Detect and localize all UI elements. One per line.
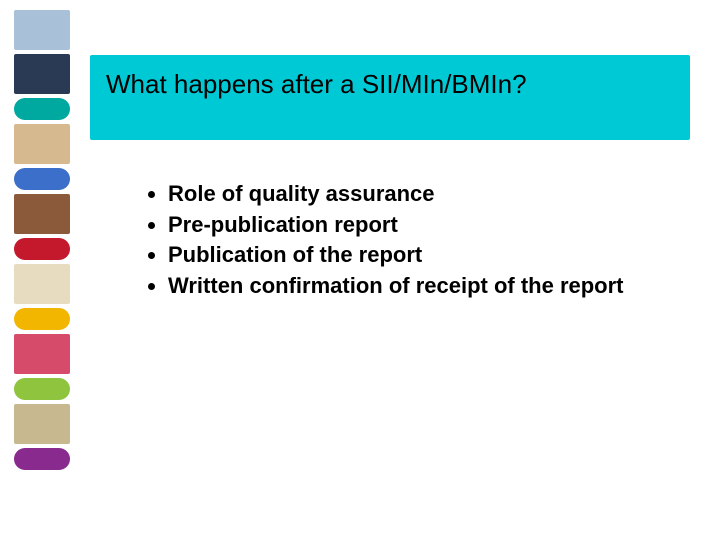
bullet-item: Role of quality assurance <box>168 180 690 209</box>
title-bar: What happens after a SII/MIn/BMIn? <box>90 55 690 140</box>
sidebar-thumb <box>14 54 70 94</box>
content-area: What happens after a SII/MIn/BMIn? Role … <box>90 55 690 302</box>
bullet-item: Pre-publication report <box>168 211 690 240</box>
sidebar-thumb <box>14 194 70 234</box>
sidebar-thumb <box>14 334 70 374</box>
sidebar-chip <box>14 378 70 400</box>
slide: What happens after a SII/MIn/BMIn? Role … <box>0 0 720 540</box>
sidebar-chip <box>14 238 70 260</box>
sidebar-chip <box>14 98 70 120</box>
bullet-item: Written confirmation of receipt of the r… <box>168 272 690 301</box>
title-text: What happens after a SII/MIn/BMIn? <box>106 69 674 100</box>
sidebar-thumb <box>14 124 70 164</box>
bullet-item: Publication of the report <box>168 241 690 270</box>
sidebar <box>14 10 70 530</box>
bullet-list-container: Role of quality assurancePre-publication… <box>90 180 690 300</box>
bullet-list: Role of quality assurancePre-publication… <box>148 180 690 300</box>
sidebar-thumb <box>14 404 70 444</box>
sidebar-chip <box>14 308 70 330</box>
sidebar-thumb <box>14 10 70 50</box>
sidebar-chip <box>14 168 70 190</box>
sidebar-chip <box>14 448 70 470</box>
sidebar-thumb <box>14 264 70 304</box>
